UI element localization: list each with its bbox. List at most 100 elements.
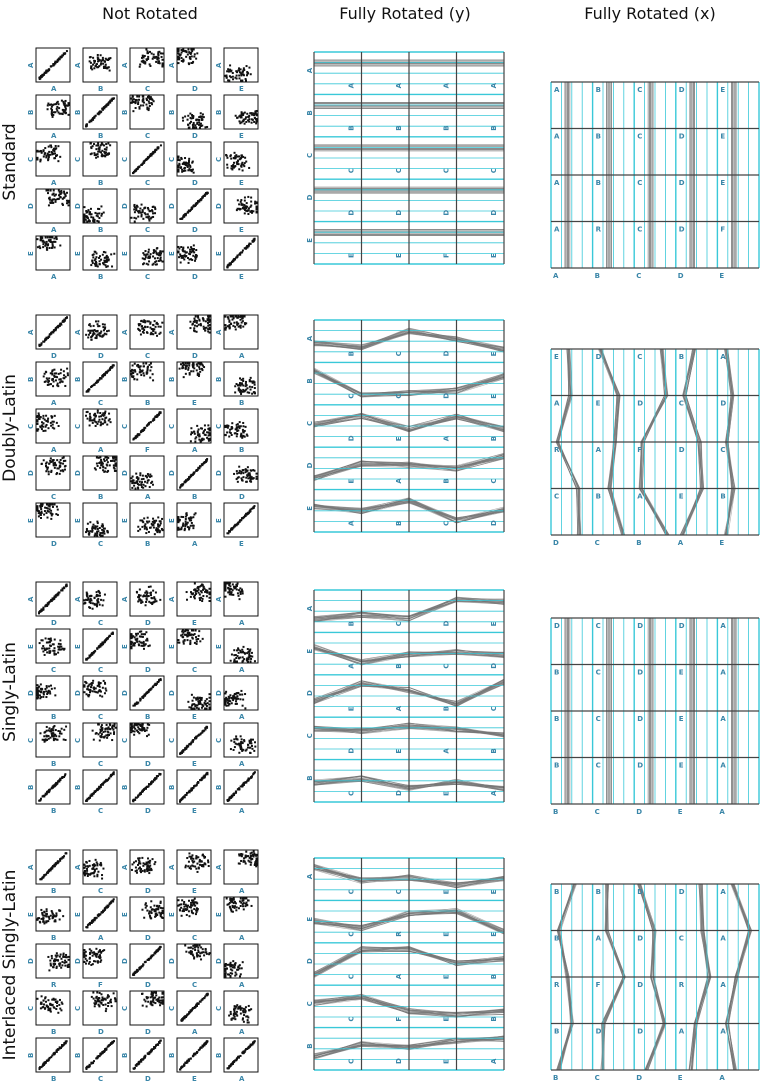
scatter-y-label: B: [168, 110, 176, 115]
scatter-x-label: B: [145, 399, 150, 407]
scatter-y-label: C: [121, 1006, 129, 1011]
parallel-y-inner-label: D: [395, 1058, 403, 1064]
scatter-cell: [130, 48, 164, 82]
scatter-cell: [36, 944, 70, 978]
scatter-x-label: D: [145, 807, 151, 815]
parallel-x-inner-label: C: [637, 86, 642, 94]
parallel-x-inner-label: A: [720, 622, 726, 630]
parallel-y-axis-label: B: [306, 1043, 314, 1048]
scatter-cell: [83, 409, 117, 443]
parallel-x-axis-label: E: [719, 539, 724, 547]
parallel-y-inner-label: D: [490, 210, 498, 216]
scatter-y-label: A: [121, 864, 129, 870]
parallel-x-inner-label: A: [720, 935, 726, 943]
scatter-y-label: D: [168, 470, 176, 476]
scatter-y-label: A: [168, 62, 176, 68]
scatter-x-label: A: [239, 1075, 245, 1083]
parallel-y-inner-label: C: [348, 974, 356, 979]
scatter-y-label: E: [27, 251, 35, 256]
scatter-cell-frame: [130, 897, 164, 931]
parallel-y-inner-label: D: [443, 620, 451, 626]
parallel-x-inner-label: A: [637, 493, 643, 501]
scatter-x-label: C: [98, 619, 103, 627]
parallel-x-axis-label: A: [719, 808, 725, 816]
scatter-cell: [36, 582, 70, 616]
parallel-y-inner-label: A: [443, 82, 451, 88]
parallel-y-inner-label: D: [395, 210, 403, 216]
scatter-x-label: D: [239, 493, 245, 501]
scatter-cell: [83, 723, 117, 757]
scatter-cell: [83, 850, 117, 884]
parallel-y-inner-label: A: [348, 663, 356, 669]
scatter-y-label: B: [27, 785, 35, 790]
parallel-x-inner-label: E: [679, 493, 684, 501]
scatter-y-label: D: [121, 470, 129, 476]
scatter-x-label: B: [51, 760, 56, 768]
parallel-x-axis-label: E: [719, 272, 724, 280]
scatter-cell: [83, 456, 117, 490]
parallel-y-inner-label: C: [490, 706, 498, 711]
scatter-cell: [177, 503, 211, 537]
scatter-y-label: A: [121, 62, 129, 68]
scatter-x-label: A: [239, 713, 245, 721]
parallel-y-axis-label: B: [306, 775, 314, 780]
scatter-x-label: B: [51, 1075, 56, 1083]
scatter-cell: [130, 582, 164, 616]
parallel-y-inner-label: B: [443, 125, 451, 130]
scatter-y-label: C: [215, 424, 223, 429]
scatter-y-label: C: [168, 157, 176, 162]
parallel-x-axis-label: C: [636, 272, 641, 280]
parallel-x-inner-label: C: [637, 226, 642, 234]
parallel-x-inner-label: B: [554, 669, 559, 677]
parallel-y-inner-label: C: [348, 1059, 356, 1064]
parallel-x-inner-label: B: [596, 86, 601, 94]
scatter-y-label: C: [74, 157, 82, 162]
scatter-cell: [36, 723, 70, 757]
scatter-cell: [130, 944, 164, 978]
parallel-y-axis-label: C: [306, 1001, 314, 1006]
parallel-y-inner-label: E: [443, 974, 451, 979]
scatter-cell: [224, 362, 258, 396]
parallel-x-inner-label: C: [637, 353, 642, 361]
scatter-cell: [36, 409, 70, 443]
parallel-x-axis-label: A: [553, 272, 559, 280]
scatter-y-label: C: [27, 1006, 35, 1011]
scatter-x-label: E: [239, 179, 244, 187]
parallel-x-axis-label: C: [595, 1074, 600, 1082]
scatter-cell: [177, 362, 211, 396]
parallel-x-axis-label: C: [595, 808, 600, 816]
scatter-cell: [83, 236, 117, 270]
parallel-x-inner-label: D: [679, 622, 685, 630]
parallel-x-inner-label: D: [637, 1028, 643, 1036]
scatter-x-label: B: [98, 273, 103, 281]
scatter-x-label: D: [98, 352, 104, 360]
scatter-x-label: B: [98, 132, 103, 140]
parallel-y-inner-label: D: [490, 663, 498, 669]
parallel-x-inner-label: A: [720, 888, 726, 896]
parallel-x-inner-label: D: [679, 888, 685, 896]
scatter-x-label: A: [98, 446, 104, 454]
parallel-y-axis-label: C: [306, 153, 314, 158]
parallel-y-inner-label: A: [395, 82, 403, 88]
scatter-cell: [83, 503, 117, 537]
parallel-x-inner-label: D: [637, 715, 643, 723]
scatter-x-label: B: [98, 226, 103, 234]
scatter-cell: [177, 991, 211, 1025]
row-title-doubly-latin: Doubly-Latin: [0, 308, 20, 548]
scatter-cell: [36, 991, 70, 1025]
scatter-x-label: D: [145, 760, 151, 768]
scatter-y-label: C: [215, 738, 223, 743]
scatter-x-label: B: [239, 446, 244, 454]
scatter-cell: [83, 897, 117, 931]
scatter-x-label: C: [145, 352, 150, 360]
scatter-cell: [224, 236, 258, 270]
parallel-x-inner-label: E: [720, 179, 725, 187]
scatter-x-label: A: [239, 981, 245, 989]
parallel-y-inner-label: E: [443, 1059, 451, 1064]
scatter-y-label: B: [27, 377, 35, 382]
scatter-y-label: A: [74, 329, 82, 335]
scatter-cell: [224, 897, 258, 931]
parallel-x-inner-label: B: [554, 715, 559, 723]
scatter-y-label: E: [215, 644, 223, 649]
